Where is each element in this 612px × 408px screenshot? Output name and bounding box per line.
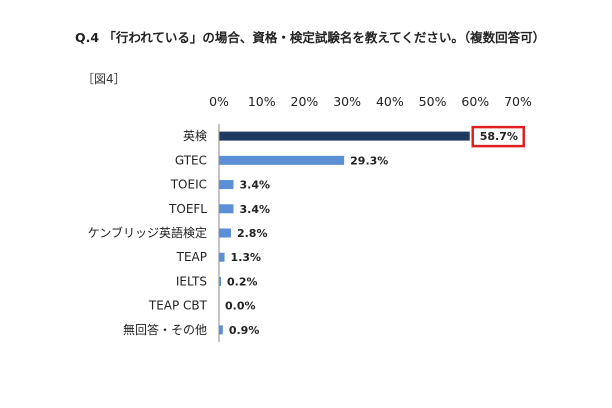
category-label: TEAP CBT bbox=[148, 299, 208, 313]
bar bbox=[219, 131, 470, 141]
x-tick-label: 10% bbox=[248, 94, 276, 109]
bar bbox=[219, 276, 221, 286]
value-label: 1.3% bbox=[231, 251, 262, 264]
category-label: TEAP bbox=[176, 250, 207, 264]
category-label: ケンブリッジ英語検定 bbox=[88, 225, 207, 240]
x-tick-label: 20% bbox=[291, 94, 319, 109]
x-tick-label: 0% bbox=[209, 94, 229, 109]
category-label: IELTS bbox=[176, 274, 207, 288]
value-label: 0.0% bbox=[225, 300, 256, 313]
x-tick-label: 60% bbox=[461, 94, 489, 109]
category-label: GTEC bbox=[175, 153, 207, 167]
bar bbox=[219, 325, 223, 335]
chart-title: Q.4 「行われている」の場合、資格・検定試験名を教えてください。（複数回答可） bbox=[75, 30, 546, 45]
bar bbox=[219, 252, 225, 262]
value-label: 3.4% bbox=[240, 179, 271, 192]
bar bbox=[219, 204, 234, 214]
highlight-box bbox=[471, 125, 525, 148]
category-label: TOEIC bbox=[170, 178, 207, 192]
category-label: 英検 bbox=[183, 129, 207, 143]
x-tick-label: 70% bbox=[504, 94, 532, 109]
figure-label: ［図4］ bbox=[82, 72, 126, 86]
value-label: 0.2% bbox=[227, 275, 258, 288]
category-label: TOEFL bbox=[168, 202, 207, 216]
x-tick-label: 50% bbox=[419, 94, 447, 109]
value-label: 2.8% bbox=[237, 227, 268, 240]
bar bbox=[219, 180, 234, 190]
x-tick-label: 30% bbox=[333, 94, 361, 109]
value-label: 0.9% bbox=[229, 324, 260, 337]
bar bbox=[219, 228, 231, 238]
bar bbox=[219, 155, 345, 165]
value-label: 58.7% bbox=[480, 130, 518, 143]
x-tick-label: 40% bbox=[376, 94, 404, 109]
value-label: 3.4% bbox=[240, 203, 271, 216]
category-label: 無回答・その他 bbox=[123, 322, 207, 337]
value-label: 29.3% bbox=[350, 154, 388, 167]
